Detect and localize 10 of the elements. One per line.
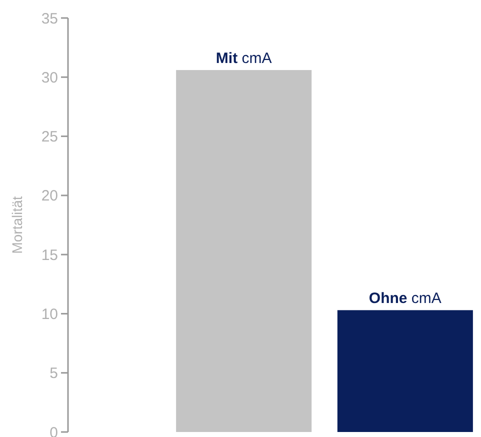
- y-tick-label: 20: [41, 188, 58, 205]
- y-tick-label: 35: [41, 10, 58, 28]
- x-tick-label: Ohne cmA: [368, 290, 442, 308]
- x-tick-label: Mit cmA: [216, 50, 272, 68]
- y-tick-label: 5: [50, 365, 58, 382]
- y-tick-label: 30: [41, 69, 58, 86]
- y-axis-title: Mortalität: [9, 196, 25, 254]
- y-tick-label: 10: [41, 306, 58, 323]
- y-tick-label: 25: [41, 128, 58, 146]
- y-tick-label: 15: [41, 246, 58, 264]
